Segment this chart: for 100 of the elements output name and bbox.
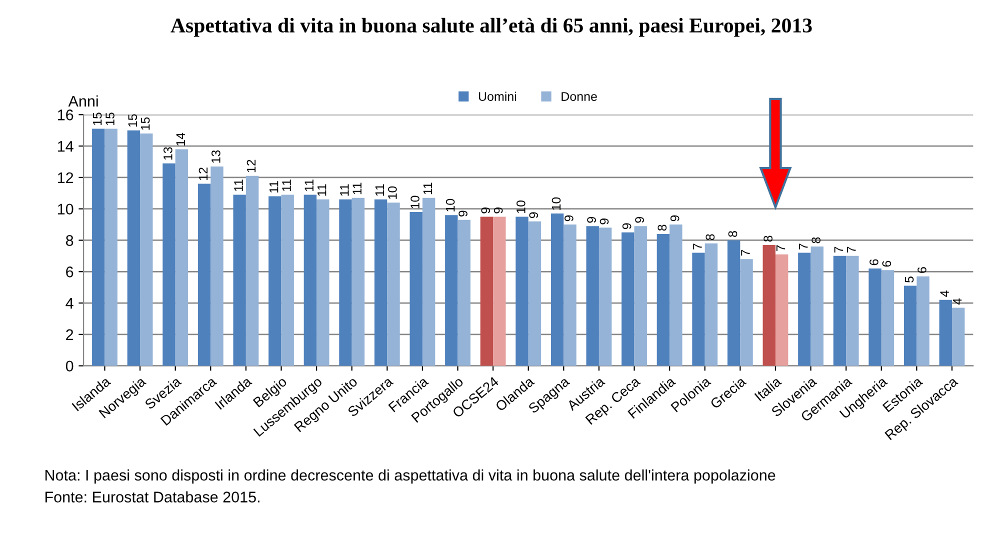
bar xyxy=(410,212,422,366)
data-label: 6 xyxy=(870,259,878,266)
data-label: 11 xyxy=(304,180,314,191)
data-label: 9 xyxy=(600,218,609,224)
data-label: 11 xyxy=(340,184,349,196)
bar xyxy=(445,215,458,366)
y-tick-label: 0 xyxy=(66,360,74,372)
bar xyxy=(458,220,470,366)
data-label: 11 xyxy=(234,180,243,191)
data-label: 12 xyxy=(246,160,256,172)
data-label: 11 xyxy=(352,182,362,194)
data-label: 10 xyxy=(446,198,455,212)
data-label: 15 xyxy=(128,114,138,127)
bar xyxy=(175,149,188,366)
data-label: 8 xyxy=(764,236,772,242)
bar xyxy=(704,243,718,366)
y-tick-label: 10 xyxy=(58,204,74,215)
y-axis-title: Anni xyxy=(68,95,98,106)
bar xyxy=(304,194,317,366)
text: Nota: I paesi sono disposti in ordine decrescente di aspettativa di vita in buona salute dell'intera popolazione xyxy=(45,469,776,484)
bar xyxy=(939,300,952,366)
y-tick-label: 2 xyxy=(66,329,74,340)
y-tick-label: 14 xyxy=(58,141,74,152)
bar xyxy=(622,232,634,366)
bar xyxy=(762,244,776,366)
bar xyxy=(656,234,670,366)
data-label: 10 xyxy=(552,197,561,210)
data-label: 4 xyxy=(940,290,949,297)
data-label: 11 xyxy=(375,184,384,196)
y-tick-label: 12 xyxy=(58,172,74,183)
bar xyxy=(740,259,753,366)
bar xyxy=(480,216,494,366)
data-label: 10 xyxy=(516,200,526,213)
bar xyxy=(833,256,846,366)
data-label: 15 xyxy=(93,112,102,126)
data-label: 9 xyxy=(458,210,468,216)
bar xyxy=(140,133,153,366)
data-label: 9 xyxy=(670,215,680,222)
y-tick-label: 8 xyxy=(66,235,74,246)
bar xyxy=(775,254,788,366)
data-label: 12 xyxy=(198,168,208,180)
bar xyxy=(727,240,740,366)
data-label: 15 xyxy=(106,112,114,126)
data-label: 6 xyxy=(882,260,892,267)
bar xyxy=(281,194,294,366)
chart-title: Aspettativa di vita in buona salute all’età di 65 anni, paesi Europei, 2013 xyxy=(170,18,812,37)
data-label: 9 xyxy=(481,208,490,214)
data-label: 11 xyxy=(270,181,278,193)
data-label: 7 xyxy=(693,244,702,250)
data-label: 9 xyxy=(635,216,644,223)
data-label: 9 xyxy=(564,215,574,222)
data-label: 6 xyxy=(918,267,926,273)
data-label: 11 xyxy=(282,180,291,191)
data-label: 7 xyxy=(834,246,843,253)
data-label: 7 xyxy=(776,245,786,251)
legend-label: Uomini xyxy=(478,92,516,101)
data-label: 4 xyxy=(952,298,962,305)
data-label: 14 xyxy=(176,132,185,146)
data-label: 8 xyxy=(658,224,667,231)
bar xyxy=(316,199,330,366)
legend-label: Donne xyxy=(562,92,597,101)
bar xyxy=(387,202,400,366)
bar xyxy=(881,270,894,366)
bar xyxy=(598,228,612,366)
bar xyxy=(952,308,965,366)
source-note: Fonte: Eurostat Database 2015. xyxy=(45,491,260,502)
bar xyxy=(810,246,824,366)
bar xyxy=(352,198,365,366)
data-label: 7 xyxy=(847,246,856,253)
bar xyxy=(916,276,930,366)
bar xyxy=(104,128,118,366)
bar xyxy=(846,256,859,366)
bar xyxy=(198,184,211,366)
bar xyxy=(798,252,811,366)
data-label: 10 xyxy=(388,186,397,199)
bar xyxy=(92,128,105,366)
bar xyxy=(868,268,882,366)
data-label: 15 xyxy=(141,117,150,130)
bar xyxy=(634,226,647,366)
data-label: 8 xyxy=(812,237,820,244)
bar xyxy=(670,224,682,366)
bar xyxy=(493,216,506,366)
bar xyxy=(550,214,564,366)
bar xyxy=(564,224,576,366)
bar xyxy=(516,216,528,366)
bar xyxy=(162,163,176,366)
bar xyxy=(210,166,224,366)
data-label: 9 xyxy=(622,223,632,230)
bar xyxy=(586,226,599,366)
bar xyxy=(127,130,140,366)
y-tick-label: 16 xyxy=(58,110,74,120)
y-tick-label: 6 xyxy=(66,266,74,278)
data-label: 9 xyxy=(494,208,503,214)
bar xyxy=(904,286,917,366)
data-label: 7 xyxy=(741,250,750,256)
bar xyxy=(246,176,259,366)
bar xyxy=(339,199,352,366)
data-label: 9 xyxy=(587,216,596,223)
bar xyxy=(374,199,388,366)
data-label: 5 xyxy=(904,276,914,282)
